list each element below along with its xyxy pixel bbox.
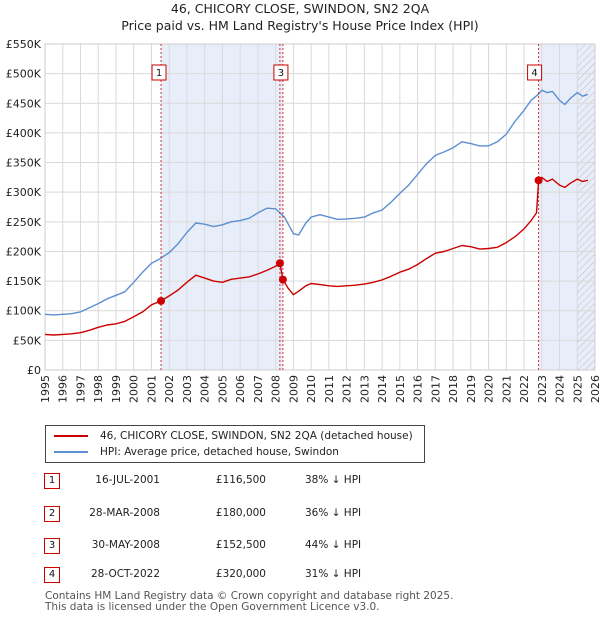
y-tick-label: £350K [6,157,42,170]
sale-marker [275,259,284,268]
sale-price: £320,000 [215,568,266,580]
x-tick-label: 2024 [554,375,567,403]
sale-date: 28-MAR-2008 [89,507,160,519]
x-tick-label: 2009 [287,375,300,403]
y-tick-label: £50K [13,334,42,347]
sale-number-frame [151,64,167,81]
price-chart: 46, CHICORY CLOSE, SWINDON, SN2 2QA Pric… [6,1,600,403]
legend-label-hpi: HPI: Average price, detached house, Swin… [100,446,339,458]
legend-item-property: 46, CHICORY CLOSE, SWINDON, SN2 2QA (det… [54,429,413,443]
y-tick-label: £300K [6,186,42,199]
sale-number-frame [527,64,543,81]
x-tick-label: 2023 [536,375,549,403]
x-tick-label: 2022 [518,375,531,403]
sale-number-badge: 4 [44,567,60,583]
sale-number-text: 1 [156,68,162,79]
x-tick-label: 2007 [252,375,265,403]
footer-line-2: This data is licensed under the Open Gov… [45,601,380,613]
legend: 46, CHICORY CLOSE, SWINDON, SN2 2QA (det… [45,425,425,463]
sale-date: 16-JUL-2001 [95,474,160,486]
chart-title: 46, CHICORY CLOSE, SWINDON, SN2 2QA [171,1,430,16]
x-tick-label: 2011 [323,375,336,403]
x-tick-label: 2018 [447,375,460,403]
footer-attribution: Contains HM Land Registry data © Crown c… [45,591,453,613]
x-tick-label: 2001 [145,375,158,403]
y-tick-label: £400K [6,127,42,140]
legend-label-property: 46, CHICORY CLOSE, SWINDON, SN2 2QA (det… [100,430,413,442]
sale-number-box: 1 [151,64,167,81]
x-tick-label: 2000 [128,375,141,403]
y-tick-label: £0 [27,364,41,377]
hpi-line [45,89,589,316]
plot-frame [44,43,596,371]
y-tick-label: £450K [6,97,42,110]
sale-number-badge: 1 [44,473,60,489]
forecast-hatch [577,44,595,370]
x-tick-label: 2003 [181,375,194,403]
sale-row: 3 30-MAY-2008 £152,500 44% ↓ HPI [0,538,600,556]
x-tick-label: 2019 [465,375,478,403]
sale-hpi-diff: 38% ↓ HPI [305,474,362,486]
sale-date: 30-MAY-2008 [91,539,160,551]
sale-price: £180,000 [215,507,266,519]
sale-marker [534,176,543,185]
sale-number-frame [273,64,289,81]
sale-row: 4 28-OCT-2022 £320,000 31% ↓ HPI [0,567,600,585]
x-tick-label: 2005 [216,375,229,403]
chart-subtitle: Price paid vs. HM Land Registry's House … [121,18,478,33]
sale-price: £152,500 [215,539,266,551]
x-tick-label: 2008 [270,375,283,403]
legend-item-hpi: HPI: Average price, detached house, Swin… [54,445,339,459]
sale-hpi-diff: 36% ↓ HPI [305,507,362,519]
sale-marker [157,296,166,305]
x-tick-label: 2012 [341,375,354,403]
sale-number-badge: 2 [44,506,60,522]
y-tick-label: £200K [6,245,42,258]
x-tick-label: 1999 [110,375,123,403]
footer-line-1: Contains HM Land Registry data © Crown c… [45,590,454,602]
sale-number-box: 3 [273,64,289,81]
sale-number-text: 3 [278,68,284,79]
property-price-line [45,176,589,336]
x-tick-label: 2026 [589,375,600,403]
x-tick-label: 2014 [376,375,389,403]
sale-number-badge: 3 [44,538,60,554]
x-tick-label: 1997 [74,375,87,403]
x-tick-label: 2006 [234,375,247,403]
x-tick-label: 1995 [39,375,52,403]
x-tick-label: 2017 [429,375,442,403]
y-tick-label: £250K [6,216,42,229]
sale-date: 28-OCT-2022 [91,568,160,580]
sale-hpi-diff: 44% ↓ HPI [305,539,362,551]
sale-number-box: 4 [527,64,543,81]
x-tick-label: 2015 [394,375,407,403]
x-tick-label: 2004 [199,375,212,403]
x-tick-label: 2013 [358,375,371,403]
x-tick-label: 2025 [571,375,584,403]
x-tick-label: 2020 [483,375,496,403]
x-tick-label: 2021 [500,375,513,403]
x-tick-label: 2016 [412,375,425,403]
y-tick-label: £550K [6,38,42,51]
sale-hpi-diff: 31% ↓ HPI [305,568,362,580]
y-tick-label: £500K [6,68,42,81]
x-tick-label: 1996 [57,375,70,403]
sale-row: 2 28-MAR-2008 £180,000 36% ↓ HPI [0,506,600,524]
sale-row: 1 16-JUL-2001 £116,500 38% ↓ HPI [0,473,600,491]
sale-marker [278,275,287,284]
x-tick-label: 2002 [163,375,176,403]
x-tick-label: 2010 [305,375,318,403]
sale-number-text: 4 [531,68,537,79]
legend-swatch-hpi [54,451,88,453]
y-tick-label: £150K [6,275,42,288]
y-tick-label: £100K [6,305,42,318]
legend-swatch-property [54,435,88,437]
x-tick-label: 1998 [92,375,105,403]
sale-price: £116,500 [215,474,266,486]
